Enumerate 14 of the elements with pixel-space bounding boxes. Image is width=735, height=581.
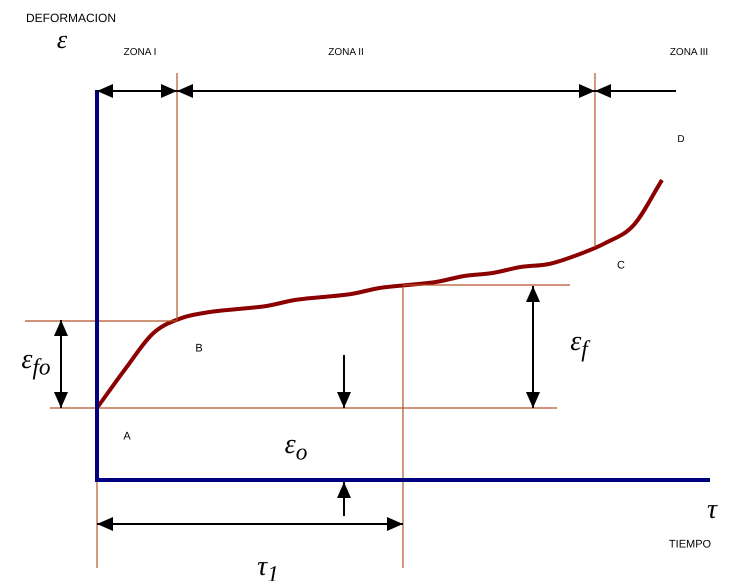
annotation: ε$_{o}$ [284, 429, 308, 466]
text: TIEMPO [668, 538, 712, 550]
annotation: ε$_{f}$ [570, 326, 588, 363]
text: ZONA III [670, 47, 708, 58]
text: τ [706, 494, 718, 525]
text: ε [56, 25, 68, 54]
text: ZONA II [328, 47, 364, 58]
text: ε$_{fo}$ [21, 344, 51, 381]
annotation: B [195, 342, 203, 354]
text: ZONA I [124, 47, 156, 58]
annotation: C [617, 260, 625, 272]
text: D [677, 134, 685, 145]
text: DEFORMACION [26, 11, 116, 25]
annotation: A [123, 430, 131, 442]
